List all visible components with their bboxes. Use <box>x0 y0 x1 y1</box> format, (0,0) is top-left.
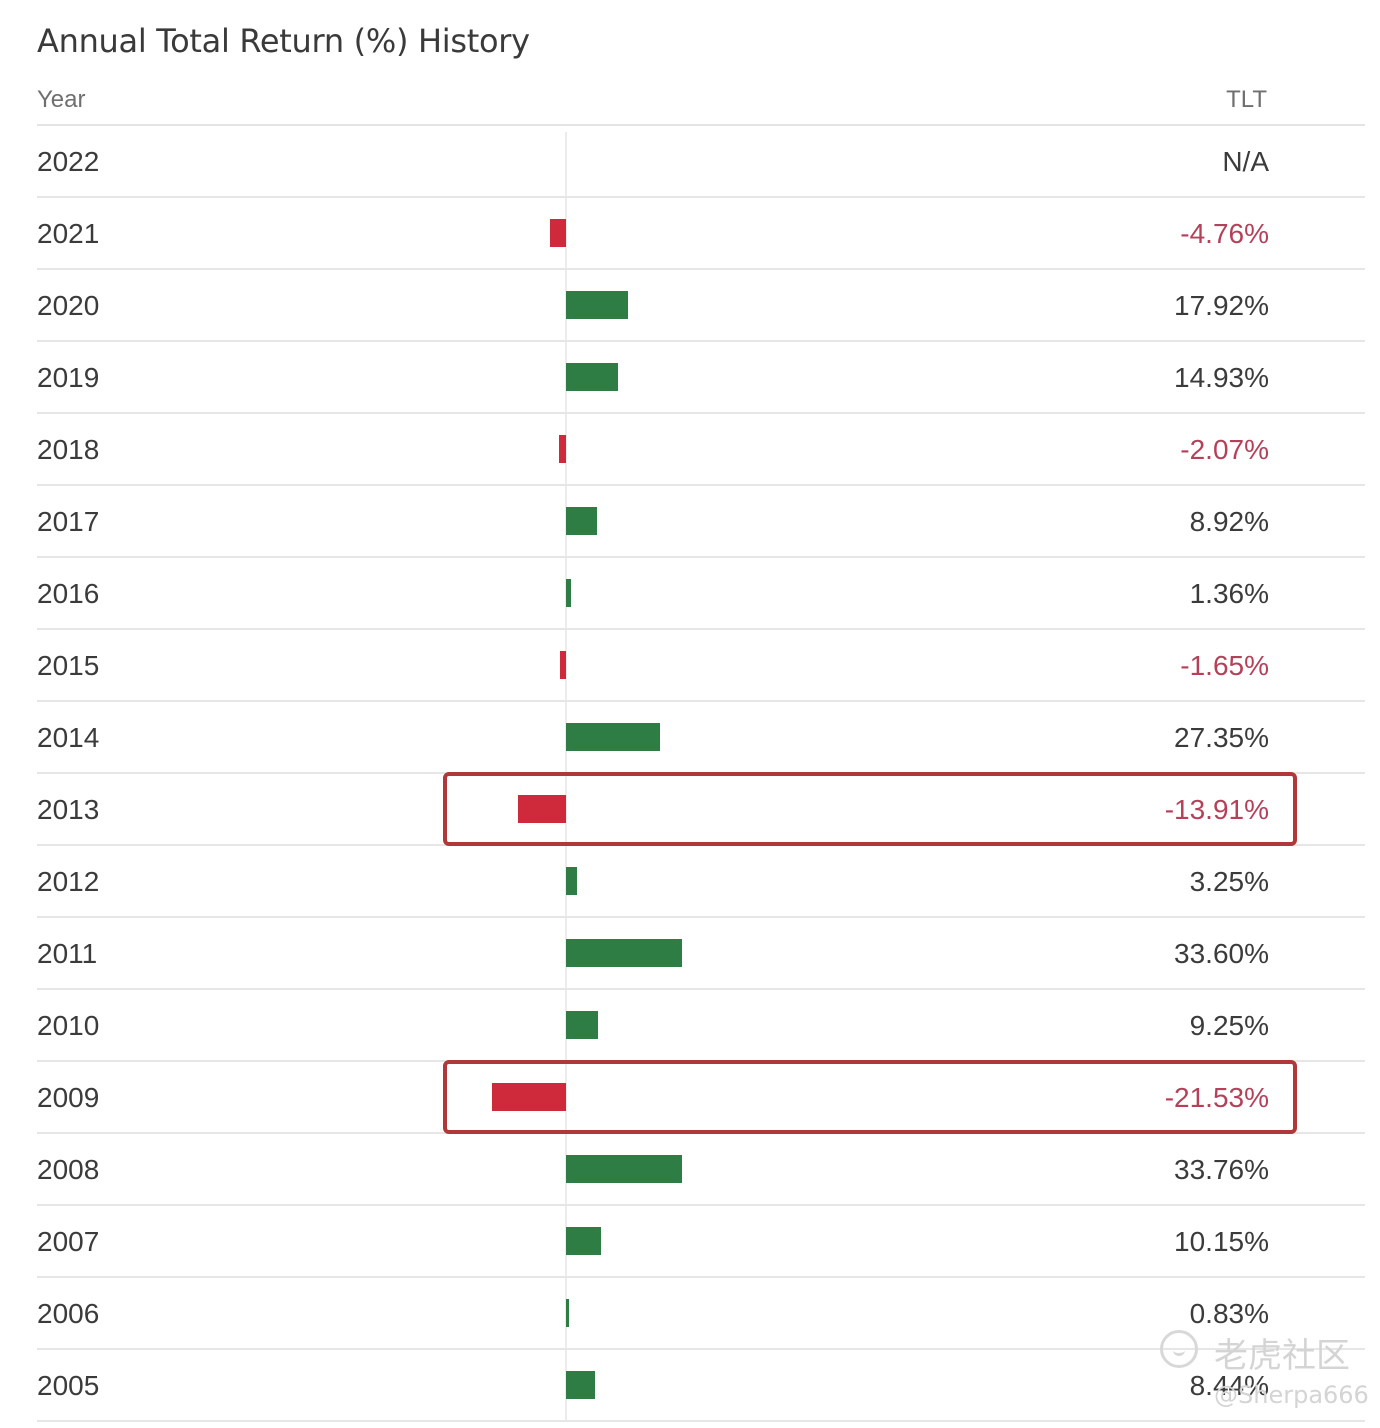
return-value: N/A <box>1222 146 1269 177</box>
table-row: 2019 14.93% <box>37 342 1365 414</box>
table-row: 2020 17.92% <box>37 270 1365 342</box>
year-label: 2009 <box>37 1082 100 1113</box>
watermark-logo-icon <box>1160 1330 1198 1368</box>
year-label: 2016 <box>37 578 100 609</box>
year-column-header: Year <box>37 86 86 113</box>
positive-return-bar <box>566 723 661 751</box>
positive-return-bar <box>566 1299 569 1327</box>
negative-return-bar <box>491 1083 566 1111</box>
negative-return-bar <box>558 435 566 463</box>
year-label: 2018 <box>37 434 100 465</box>
positive-return-bar <box>566 291 628 319</box>
year-label: 2010 <box>37 1010 100 1041</box>
positive-return-bar <box>566 867 578 895</box>
table-row: 2015 -1.65% <box>37 630 1365 702</box>
table-row: 2022 N/A <box>37 126 1365 198</box>
year-label: 2015 <box>37 650 100 681</box>
table-row: 2005 8.44% <box>37 1350 1365 1422</box>
negative-return-bar <box>549 219 566 247</box>
table-row: 2012 3.25% <box>37 846 1365 918</box>
year-label: 2013 <box>37 794 100 825</box>
table-row: 2010 9.25% <box>37 990 1365 1062</box>
return-value: 27.35% <box>1174 722 1269 753</box>
table-row: 2007 10.15% <box>37 1206 1365 1278</box>
return-value: -1.65% <box>1180 650 1269 681</box>
table-row: 2016 1.36% <box>37 558 1365 630</box>
zero-axis-line <box>565 132 567 1422</box>
table-row: 2021 -4.76% <box>37 198 1365 270</box>
year-label: 2007 <box>37 1226 100 1257</box>
table-row: 2006 0.83% <box>37 1278 1365 1350</box>
negative-return-bar <box>560 651 566 679</box>
positive-return-bar <box>566 1227 602 1255</box>
year-label: 2014 <box>37 722 100 753</box>
return-value: 9.25% <box>1189 1010 1269 1041</box>
return-value: 33.60% <box>1174 938 1269 969</box>
negative-return-bar <box>518 795 566 823</box>
return-value: -13.91% <box>1164 794 1269 825</box>
return-value: 33.76% <box>1174 1154 1269 1185</box>
return-value: -2.07% <box>1180 434 1269 465</box>
table-row: 2014 27.35% <box>37 702 1365 774</box>
chart-title: Annual Total Return (%) History <box>37 22 530 60</box>
return-value: -21.53% <box>1164 1082 1269 1113</box>
table-row: 2017 8.92% <box>37 486 1365 558</box>
year-label: 2022 <box>37 146 100 177</box>
year-label: 2006 <box>37 1298 100 1329</box>
positive-return-bar <box>566 939 682 967</box>
year-label: 2021 <box>37 218 100 249</box>
positive-return-bar <box>566 1371 596 1399</box>
return-value: 8.92% <box>1189 506 1269 537</box>
return-value: -4.76% <box>1180 218 1269 249</box>
year-label: 2012 <box>37 866 100 897</box>
return-value: 17.92% <box>1174 290 1269 321</box>
year-label: 2019 <box>37 362 100 393</box>
header-divider <box>37 124 1365 126</box>
positive-return-bar <box>566 579 571 607</box>
year-label: 2020 <box>37 290 100 321</box>
return-value: 3.25% <box>1189 866 1269 897</box>
highlight-box-2009 <box>443 1060 1297 1134</box>
return-value: 8.44% <box>1189 1370 1269 1401</box>
ticker-column-header: TLT <box>1226 86 1267 113</box>
year-label: 2011 <box>37 938 98 969</box>
return-value: 10.15% <box>1174 1226 1269 1257</box>
watermark-user: @Sherpa666 <box>1214 1381 1369 1409</box>
year-label: 2017 <box>37 506 100 537</box>
return-value: 1.36% <box>1189 578 1269 609</box>
positive-return-bar <box>566 1155 683 1183</box>
table-row: 2018 -2.07% <box>37 414 1365 486</box>
return-value: 14.93% <box>1174 362 1269 393</box>
positive-return-bar <box>566 1011 598 1039</box>
positive-return-bar <box>566 363 618 391</box>
year-label: 2008 <box>37 1154 100 1185</box>
watermark-brand: 老虎社区 <box>1214 1336 1350 1376</box>
highlight-box-2013 <box>443 772 1297 846</box>
table-row: 2008 33.76% <box>37 1134 1365 1206</box>
table-row: 2011 33.60% <box>37 918 1365 990</box>
positive-return-bar <box>566 507 597 535</box>
return-value: 0.83% <box>1189 1298 1269 1329</box>
year-label: 2005 <box>37 1370 100 1401</box>
